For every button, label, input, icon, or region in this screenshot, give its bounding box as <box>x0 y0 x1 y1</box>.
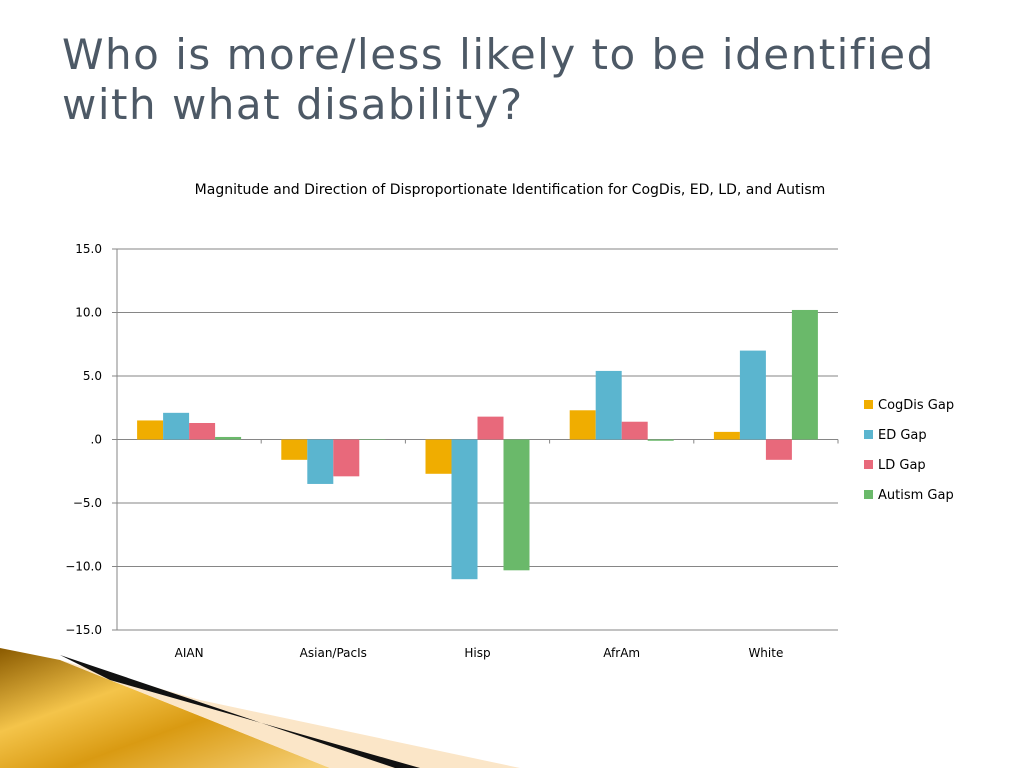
x-tick-label: AfrAm <box>603 646 640 660</box>
bar-cogdis-gap-asian-pacis <box>281 439 308 460</box>
bar-ld-gap-white <box>765 439 792 460</box>
legend-label: CogDis Gap <box>878 398 954 413</box>
y-tick-label: −15.0 <box>65 623 102 637</box>
legend-label: ED Gap <box>878 428 927 443</box>
bar-ld-gap-asian-pacis <box>333 439 360 477</box>
x-tick-label: Hisp <box>464 646 490 660</box>
legend-swatch <box>864 430 873 439</box>
legend: CogDis Gap ED Gap LD Gap Autism Gap <box>864 398 954 503</box>
legend-swatch <box>864 400 873 409</box>
y-tick-label: 5.0 <box>83 369 102 383</box>
bar-autism-gap-afram <box>647 439 674 441</box>
y-tick-label: 15.0 <box>75 242 102 256</box>
bars <box>137 309 818 580</box>
bar-autism-gap-hisp <box>503 439 530 571</box>
bar-autism-gap-asian-pacis <box>359 439 386 440</box>
bar-ld-gap-hisp <box>477 416 504 440</box>
decorative-corner-swoosh <box>0 648 520 768</box>
x-tick-label: Asian/PacIs <box>300 646 367 660</box>
x-tick-label: White <box>748 646 783 660</box>
bar-ed-gap-afram <box>595 370 622 440</box>
y-tick-label: −5.0 <box>73 496 102 510</box>
bar-cogdis-gap-afram <box>569 410 596 440</box>
bar-autism-gap-white <box>791 309 818 440</box>
bar-cogdis-gap-white <box>713 431 740 440</box>
y-axis-ticks: 15.0 10.0 5.0 .0 −5.0 −10.0 −15.0 <box>65 242 102 637</box>
bar-ld-gap-afram <box>621 421 648 440</box>
y-tick-label: .0 <box>91 433 102 447</box>
bar-ed-gap-white <box>739 350 766 440</box>
y-tick-label: 10.0 <box>75 306 102 320</box>
bar-ed-gap-aian <box>163 412 190 440</box>
bar-ed-gap-hisp <box>451 439 478 580</box>
legend-swatch <box>864 460 873 469</box>
bar-cogdis-gap-hisp <box>425 439 452 474</box>
bar-cogdis-gap-aian <box>137 420 164 440</box>
bar-ed-gap-asian-pacis <box>307 439 334 484</box>
slide-title: Who is more/less likely to be identified… <box>62 30 935 130</box>
legend-swatch <box>864 490 873 499</box>
chart-title: Magnitude and Direction of Disproportion… <box>194 182 826 198</box>
legend-label: LD Gap <box>878 458 926 473</box>
legend-label: Autism Gap <box>878 488 954 503</box>
bar-autism-gap-aian <box>215 436 242 440</box>
x-axis-ticks: AIAN Asian/PacIs Hisp AfrAm White <box>175 646 784 660</box>
bar-ld-gap-aian <box>189 422 216 440</box>
x-tick-label: AIAN <box>175 646 204 660</box>
y-tick-label: −10.0 <box>65 560 102 574</box>
